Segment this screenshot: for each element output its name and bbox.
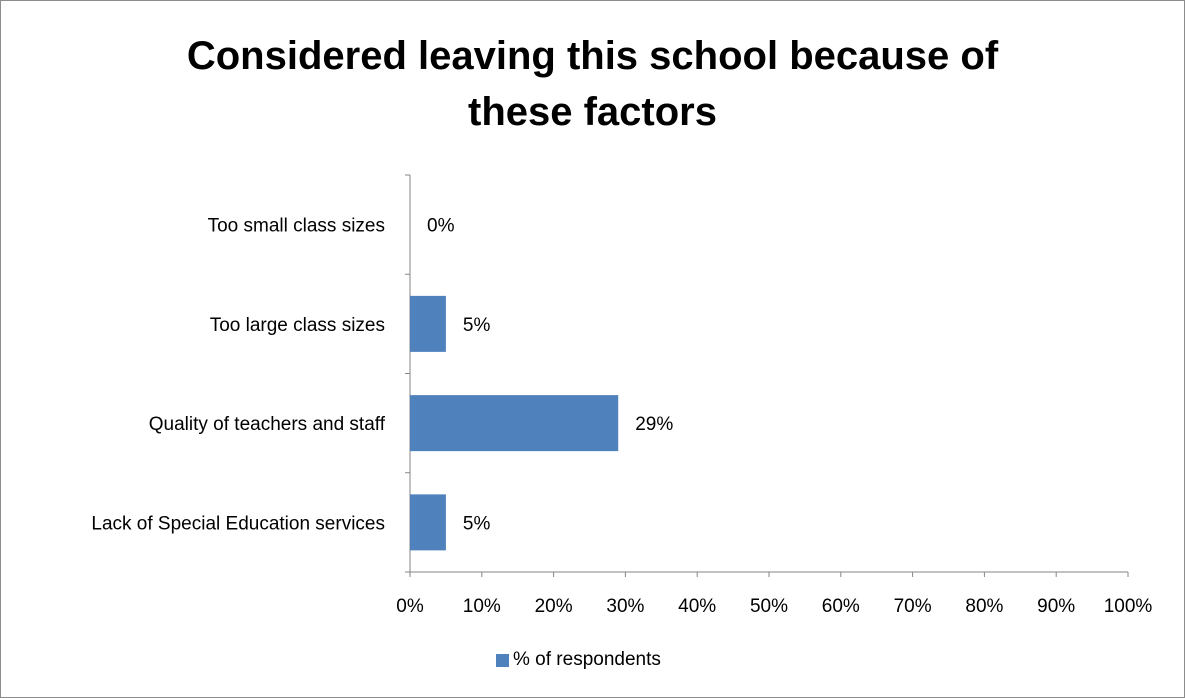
category-label: Too small class sizes [208, 216, 385, 237]
bar [410, 395, 619, 452]
x-tick-label: 100% [1104, 596, 1153, 617]
category-label: Too large class sizes [210, 315, 385, 336]
x-tick-label: 50% [750, 596, 788, 617]
legend: % of respondents [496, 648, 661, 672]
data-label: 5% [463, 513, 491, 534]
category-label: Quality of teachers and staff [149, 414, 386, 435]
chart-title-line-2: these factors [468, 90, 717, 134]
data-label: 5% [463, 315, 491, 336]
chart-title: Considered leaving this school because o… [0, 28, 1185, 140]
bar [410, 494, 446, 551]
data-label: 29% [635, 414, 673, 435]
x-tick-label: 90% [1037, 596, 1075, 617]
x-tick-label: 40% [678, 596, 716, 617]
data-label: 0% [427, 216, 455, 237]
chart-title-line-1: Considered leaving this school because o… [186, 34, 999, 78]
x-tick-label: 60% [822, 596, 860, 617]
x-tick-label: 20% [535, 596, 573, 617]
category-label: Lack of Special Education services [91, 513, 385, 534]
legend-swatch [496, 653, 509, 667]
x-tick-label: 30% [606, 596, 644, 617]
bar [410, 295, 446, 352]
legend-label: % of respondents [513, 649, 661, 670]
x-tick-label: 70% [894, 596, 932, 617]
x-tick-label: 0% [396, 596, 424, 617]
x-tick-label: 10% [463, 596, 501, 617]
x-tick-label: 80% [965, 596, 1003, 617]
